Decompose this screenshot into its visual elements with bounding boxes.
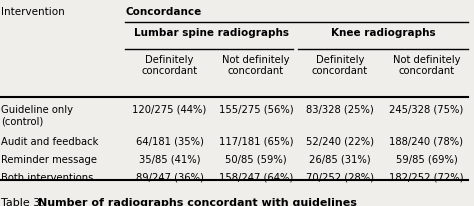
Text: 155/275 (56%): 155/275 (56%) — [219, 104, 293, 114]
Text: 35/85 (41%): 35/85 (41%) — [139, 154, 201, 164]
Text: 245/328 (75%): 245/328 (75%) — [389, 104, 464, 114]
Text: 50/85 (59%): 50/85 (59%) — [225, 154, 287, 164]
Text: 26/85 (31%): 26/85 (31%) — [309, 154, 371, 164]
Text: 117/181 (65%): 117/181 (65%) — [219, 136, 293, 146]
Text: Knee radiographs: Knee radiographs — [331, 28, 436, 38]
Text: Lumbar spine radiographs: Lumbar spine radiographs — [134, 28, 289, 38]
Text: Reminder message: Reminder message — [1, 154, 97, 164]
Text: 89/247 (36%): 89/247 (36%) — [136, 172, 203, 182]
Text: 70/252 (28%): 70/252 (28%) — [306, 172, 374, 182]
Text: 52/240 (22%): 52/240 (22%) — [306, 136, 374, 146]
Text: Not definitely
concordant: Not definitely concordant — [392, 55, 460, 76]
Text: Audit and feedback: Audit and feedback — [1, 136, 99, 146]
Text: 83/328 (25%): 83/328 (25%) — [306, 104, 374, 114]
Text: 59/85 (69%): 59/85 (69%) — [395, 154, 457, 164]
Text: 188/240 (78%): 188/240 (78%) — [389, 136, 464, 146]
Text: Number of radiographs concordant with guidelines: Number of radiographs concordant with gu… — [38, 197, 357, 206]
Text: 158/247 (64%): 158/247 (64%) — [219, 172, 293, 182]
Text: 182/252 (72%): 182/252 (72%) — [389, 172, 464, 182]
Text: Concordance: Concordance — [125, 7, 201, 17]
Text: Guideline only
(control): Guideline only (control) — [1, 104, 73, 126]
Text: Table 3:: Table 3: — [1, 197, 48, 206]
Text: Definitely
concordant: Definitely concordant — [312, 55, 368, 76]
Text: Definitely
concordant: Definitely concordant — [141, 55, 198, 76]
Text: Intervention: Intervention — [1, 7, 65, 17]
Text: Not definitely
concordant: Not definitely concordant — [222, 55, 290, 76]
Text: Both interventions: Both interventions — [1, 172, 94, 182]
Text: 120/275 (44%): 120/275 (44%) — [132, 104, 207, 114]
Text: 64/181 (35%): 64/181 (35%) — [136, 136, 203, 146]
